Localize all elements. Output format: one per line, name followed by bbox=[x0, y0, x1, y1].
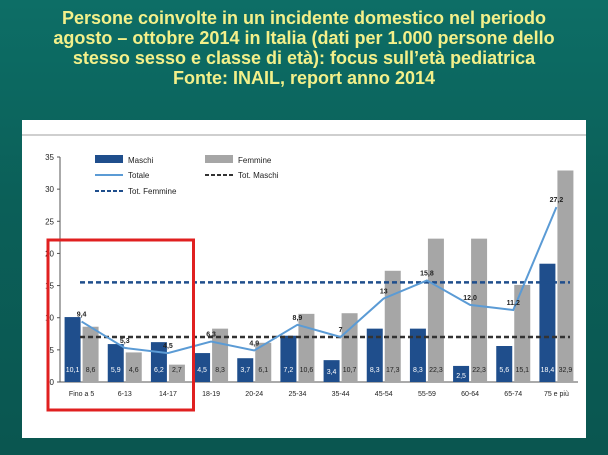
bar-femmine bbox=[427, 238, 444, 382]
title-line-2: agosto – ottobre 2014 in Italia (dati pe… bbox=[53, 28, 555, 48]
line-label-totale: 4,9 bbox=[249, 341, 259, 348]
line-label-totale: 5,3 bbox=[120, 338, 130, 345]
x-tick-label: 18-19 bbox=[202, 391, 220, 398]
bar-label-maschi: 8,3 bbox=[413, 367, 423, 374]
bar-label-femmine: 17,3 bbox=[386, 367, 400, 374]
bar-maschi bbox=[64, 317, 81, 382]
bar-maschi bbox=[539, 263, 556, 382]
bar-label-femmine: 2,7 bbox=[172, 367, 182, 374]
bar-label-maschi: 8,3 bbox=[370, 367, 380, 374]
bar-maschi bbox=[409, 328, 426, 382]
bar-label-femmine: 10,6 bbox=[300, 367, 314, 374]
bar-maschi bbox=[194, 353, 211, 382]
line-label-totale: 27,2 bbox=[550, 197, 564, 204]
x-tick-label: 6-13 bbox=[118, 391, 132, 398]
y-tick-label: 15 bbox=[45, 282, 54, 291]
y-tick-label: 20 bbox=[45, 249, 54, 258]
bar-label-femmine: 22,3 bbox=[472, 367, 486, 374]
bar-femmine bbox=[255, 342, 272, 382]
x-tick-label: 60-64 bbox=[461, 391, 479, 398]
title-line-1: Persone coinvolte in un incidente domest… bbox=[61, 8, 547, 28]
y-tick-label: 25 bbox=[45, 217, 54, 226]
bar-maschi bbox=[496, 346, 513, 382]
bar-label-maschi: 10,1 bbox=[66, 367, 80, 374]
line-label-totale: 15,8 bbox=[420, 270, 434, 277]
legend-label-femmine: Femmine bbox=[238, 156, 272, 165]
bar-label-femmine: 8,6 bbox=[86, 367, 96, 374]
bar-label-maschi: 6,2 bbox=[154, 367, 164, 374]
bar-label-femmine: 10,7 bbox=[343, 367, 357, 374]
x-tick-label: Fino a 5 bbox=[69, 391, 94, 398]
bar-maschi bbox=[453, 365, 470, 382]
line-label-totale: 7 bbox=[339, 327, 343, 334]
bar-label-maschi: 2,5 bbox=[456, 373, 466, 380]
bar-femmine bbox=[514, 284, 531, 382]
bar-label-maschi: 7,2 bbox=[284, 367, 294, 374]
legend-label-tot-maschi: Tot. Maschi bbox=[238, 171, 279, 180]
legend-label-tot-femmine: Tot. Femmine bbox=[128, 187, 177, 196]
bar-label-femmine: 22,3 bbox=[429, 367, 443, 374]
x-tick-label: 75 e più bbox=[544, 391, 569, 398]
line-label-totale: 4,5 bbox=[163, 343, 173, 350]
line-label-totale: 6,3 bbox=[206, 332, 216, 339]
y-tick-label: 10 bbox=[45, 314, 54, 323]
line-label-totale: 11,2 bbox=[507, 300, 520, 307]
bar-label-femmine: 6,1 bbox=[258, 367, 268, 374]
chart-panel bbox=[22, 120, 586, 438]
line-label-totale: 9,4 bbox=[77, 312, 87, 319]
bar-femmine bbox=[168, 364, 185, 382]
x-tick-label: 14-17 bbox=[159, 391, 177, 398]
bar-label-femmine: 4,6 bbox=[129, 367, 139, 374]
bar-femmine bbox=[557, 170, 574, 382]
x-tick-label: 55-59 bbox=[418, 391, 436, 398]
bar-label-maschi: 4,5 bbox=[197, 367, 207, 374]
x-tick-label: 65-74 bbox=[504, 391, 522, 398]
y-tick-label: 35 bbox=[45, 153, 54, 162]
y-tick-label: 30 bbox=[45, 185, 54, 194]
legend-swatch-femmine bbox=[205, 155, 233, 163]
bar-femmine bbox=[82, 326, 99, 382]
bar-label-femmine: 8,3 bbox=[215, 367, 225, 374]
bar-label-maschi: 18,4 bbox=[541, 367, 555, 374]
bar-femmine bbox=[298, 313, 315, 382]
bar-label-maschi: 3,7 bbox=[240, 367, 250, 374]
bar-maschi bbox=[366, 328, 383, 382]
bar-label-femmine: 32,9 bbox=[559, 367, 573, 374]
chart-title: Persone coinvolte in un incidente domest… bbox=[0, 8, 608, 88]
x-tick-label: 25-34 bbox=[288, 391, 306, 398]
legend-swatch-maschi bbox=[95, 155, 123, 163]
bar-femmine bbox=[471, 238, 488, 382]
bar-label-maschi: 3,4 bbox=[327, 369, 337, 376]
x-tick-label: 20-24 bbox=[245, 391, 263, 398]
bar-label-maschi: 5,6 bbox=[499, 367, 509, 374]
x-tick-label: 35-44 bbox=[332, 391, 350, 398]
line-totale bbox=[81, 206, 558, 355]
panel-top-rule bbox=[22, 134, 586, 136]
bar-femmine bbox=[125, 352, 142, 382]
y-tick-label: 0 bbox=[50, 378, 55, 387]
bar-label-maschi: 5,9 bbox=[111, 367, 121, 374]
title-line-3: stesso sesso e classe di età): focus sul… bbox=[72, 48, 536, 68]
bar-maschi bbox=[107, 344, 124, 382]
bar-femmine bbox=[384, 270, 401, 382]
y-tick-label: 5 bbox=[50, 346, 55, 355]
bar-maschi bbox=[280, 335, 297, 382]
line-label-totale: 8,9 bbox=[293, 315, 303, 322]
bar-femmine bbox=[341, 313, 358, 382]
legend-label-maschi: Maschi bbox=[128, 156, 154, 165]
highlight-box bbox=[46, 238, 195, 412]
line-label-totale: 12,0 bbox=[463, 295, 477, 302]
x-tick-label: 45-54 bbox=[375, 391, 393, 398]
bar-maschi bbox=[237, 358, 254, 382]
title-line-4: Fonte: INAIL, report anno 2014 bbox=[172, 68, 436, 88]
bar-label-femmine: 15,1 bbox=[515, 367, 529, 374]
legend-label-totale: Totale bbox=[128, 171, 150, 180]
bar-maschi bbox=[323, 360, 340, 382]
line-label-totale: 13 bbox=[380, 288, 388, 295]
